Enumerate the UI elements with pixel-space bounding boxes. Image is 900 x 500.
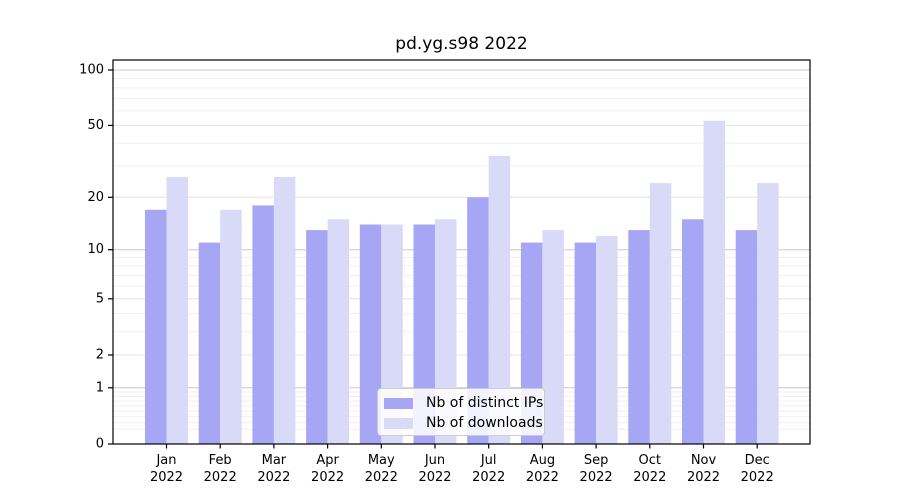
- bar-nb-of-distinct-ips-feb: [198, 242, 221, 444]
- x-tick-label-jan: Jan: [155, 453, 176, 468]
- x-tick-label-jul: Jul: [480, 453, 497, 468]
- x-tick-label-sep-year: 2022: [580, 470, 613, 485]
- x-tick-label-mar: Mar: [262, 453, 287, 468]
- x-tick-label-jun-year: 2022: [418, 470, 451, 485]
- y-tick-label-50: 50: [87, 118, 104, 133]
- legend-swatch-downloads: [384, 417, 413, 429]
- x-tick-label-mar-year: 2022: [257, 470, 290, 485]
- legend: Nb of distinct IPs Nb of downloads: [377, 388, 545, 436]
- y-tick-label-1: 1: [96, 380, 104, 395]
- x-tick-label-jun: Jun: [424, 453, 445, 468]
- y-tick-label-5: 5: [96, 291, 104, 306]
- bar-nb-of-distinct-ips-jan: [145, 209, 167, 444]
- chart-title: pd.yg.s98 2022: [395, 34, 528, 54]
- x-tick-label-aug-year: 2022: [526, 470, 559, 485]
- bar-nb-of-downloads-jul: [488, 155, 511, 444]
- plot-border: [112, 59, 811, 445]
- x-tick-label-may: May: [368, 453, 395, 468]
- bar-nb-of-downloads-sep: [596, 236, 618, 444]
- legend-label-downloads: Nb of downloads: [426, 415, 543, 431]
- legend-swatch-distinct-ips: [384, 397, 413, 409]
- legend-item-downloads: Nb of downloads: [384, 413, 544, 433]
- x-tick-label-dec: Dec: [745, 453, 770, 468]
- bar-nb-of-distinct-ips-dec: [735, 230, 758, 444]
- bar-nb-of-downloads-jan: [166, 176, 188, 444]
- y-tick-label-10: 10: [87, 242, 104, 257]
- x-tick-label-may-year: 2022: [365, 470, 398, 485]
- x-tick-label-dec-year: 2022: [741, 470, 774, 485]
- x-tick-label-apr-year: 2022: [311, 470, 344, 485]
- y-tick-label-100: 100: [79, 63, 104, 78]
- bar-nb-of-downloads-dec: [757, 183, 779, 444]
- bar-nb-of-distinct-ips-may: [359, 224, 382, 444]
- bar-nb-of-distinct-ips-jul: [467, 197, 489, 444]
- legend-item-distinct-ips: Nb of distinct IPs: [384, 393, 544, 413]
- y-tick-label-2: 2: [96, 348, 104, 363]
- y-tick-label-0: 0: [96, 437, 104, 452]
- x-tick-label-nov-year: 2022: [687, 470, 720, 485]
- bar-nb-of-downloads-feb: [220, 209, 242, 444]
- bar-nb-of-distinct-ips-sep: [574, 242, 597, 444]
- x-tick-label-jan-year: 2022: [150, 470, 183, 485]
- x-tick-label-aug: Aug: [530, 453, 555, 468]
- y-tick-label-20: 20: [87, 190, 104, 205]
- bar-nb-of-distinct-ips-nov: [682, 219, 704, 444]
- x-tick-label-feb: Feb: [209, 453, 232, 468]
- bar-nb-of-downloads-aug: [542, 230, 564, 444]
- x-tick-label-oct-year: 2022: [633, 470, 666, 485]
- x-tick-label-sep: Sep: [584, 453, 609, 468]
- bar-nb-of-downloads-jun: [435, 219, 457, 444]
- x-tick-label-apr: Apr: [316, 453, 339, 468]
- x-tick-label-feb-year: 2022: [204, 470, 237, 485]
- x-tick-label-oct: Oct: [639, 453, 661, 468]
- bar-nb-of-distinct-ips-oct: [628, 230, 650, 444]
- bar-nb-of-downloads-oct: [649, 183, 672, 444]
- bar-nb-of-distinct-ips-mar: [252, 205, 274, 444]
- bar-nb-of-downloads-nov: [703, 120, 725, 444]
- x-tick-label-jul-year: 2022: [472, 470, 505, 485]
- bar-nb-of-distinct-ips-apr: [306, 230, 328, 444]
- bar-nb-of-downloads-mar: [273, 176, 296, 444]
- legend-label-distinct-ips: Nb of distinct IPs: [426, 395, 544, 411]
- bar-nb-of-downloads-apr: [327, 219, 350, 444]
- x-tick-label-nov: Nov: [691, 453, 717, 468]
